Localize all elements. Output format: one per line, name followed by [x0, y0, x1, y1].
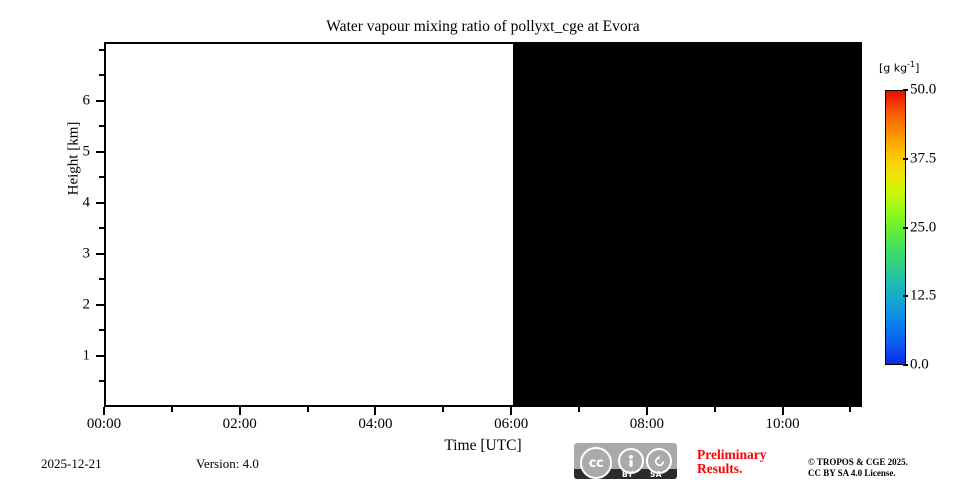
- y-tick-minor-mark: [99, 329, 104, 332]
- cc-sa-label: SA: [650, 470, 662, 479]
- x-tick-label: 10:00: [765, 416, 800, 432]
- copyright-line-2: CC BY SA 4.0 License.: [808, 468, 896, 478]
- colorbar-tick-label: 12.5: [910, 287, 937, 304]
- creative-commons-badge[interactable]: cc BY SA: [574, 443, 677, 479]
- x-tick-minor-mark: [442, 407, 445, 412]
- y-tick-mark: [96, 252, 104, 255]
- y-tick-mark: [96, 201, 104, 204]
- preliminary-line-1: Preliminary: [697, 447, 767, 462]
- x-tick-minor-mark: [713, 407, 716, 412]
- x-tick-mark: [781, 407, 784, 415]
- y-tick-mark: [96, 99, 104, 102]
- colorbar-tick-label: 0.0: [910, 356, 929, 373]
- y-tick-minor-mark: [99, 48, 104, 51]
- no-data-region: [513, 44, 860, 405]
- copyright-line-1: © TROPOS & CGE 2025.: [808, 457, 908, 467]
- y-tick-minor-mark: [99, 278, 104, 281]
- colorbar-tick-mark: [903, 295, 908, 298]
- x-tick-minor-mark: [849, 407, 852, 412]
- colorbar-tick-label: 50.0: [910, 81, 937, 98]
- x-tick-mark: [374, 407, 377, 415]
- colorbar-unit-prefix: [g kg: [879, 61, 908, 75]
- plot-axes: [104, 42, 862, 407]
- x-tick-minor-mark: [170, 407, 173, 412]
- colorbar-unit-exponent: -1: [907, 60, 916, 69]
- page-title: Water vapour mixing ratio of pollyxt_cge…: [326, 18, 640, 35]
- x-tick-mark: [510, 407, 513, 415]
- footer-version: Version: 4.0: [196, 456, 259, 471]
- x-tick-mark: [103, 407, 105, 415]
- y-tick-minor-mark: [99, 227, 104, 230]
- colorbar-tick-mark: [903, 89, 908, 91]
- y-tick-minor-mark: [99, 74, 104, 77]
- y-tick-minor-mark: [99, 176, 104, 179]
- cc-sa-share-alike-icon: [646, 448, 672, 474]
- y-tick-label: 2: [82, 296, 91, 313]
- x-tick-mark: [645, 407, 648, 415]
- x-tick-label: 06:00: [494, 416, 529, 432]
- heatmap-canvas: [106, 44, 860, 405]
- y-tick-label: 5: [82, 143, 91, 160]
- preliminary-line-2: Results.: [697, 461, 743, 476]
- x-tick-label: 00:00: [86, 416, 122, 432]
- x-tick-minor-mark: [306, 407, 309, 412]
- y-tick-minor-mark: [99, 380, 104, 383]
- y-tick-mark: [96, 354, 104, 357]
- y-tick-minor-mark: [99, 125, 104, 128]
- y-tick-label: 3: [82, 245, 91, 262]
- preliminary-results-notice: Preliminary Results.: [697, 448, 797, 476]
- y-tick-mark: [96, 303, 104, 306]
- x-tick-mark: [238, 407, 241, 415]
- colorbar-tick-mark: [903, 226, 908, 229]
- colorbar-tick-mark: [903, 157, 908, 160]
- x-tick-minor-mark: [578, 407, 581, 412]
- x-tick-label: 08:00: [629, 416, 664, 432]
- x-tick-label: 04:00: [358, 416, 393, 432]
- y-tick-mark: [96, 150, 104, 153]
- colorbar-tick-label: 25.0: [910, 219, 937, 235]
- colorbar-unit-label: [g kg-1]: [879, 60, 919, 75]
- cc-badge-strip: [574, 469, 677, 479]
- colorbar-tick-mark: [903, 364, 908, 366]
- x-tick-label: 02:00: [222, 416, 257, 432]
- copyright-notice: © TROPOS & CGE 2025. CC BY SA 4.0 Licens…: [808, 457, 908, 479]
- y-tick-label: 6: [82, 92, 91, 109]
- cc-by-label: BY: [622, 470, 634, 479]
- footer-date: 2025-12-21: [41, 456, 102, 471]
- cc-by-person-icon: [618, 448, 644, 474]
- circular-arrow-icon: [654, 455, 664, 466]
- x-axis-label: Time [UTC]: [444, 437, 522, 454]
- y-tick-label: 1: [82, 347, 91, 364]
- person-icon: [629, 455, 633, 467]
- cc-logo-icon: cc: [580, 447, 612, 479]
- colorbar-unit-suffix: ]: [915, 61, 920, 75]
- colorbar-tick-label: 37.5: [910, 150, 937, 167]
- y-tick-label: 4: [82, 194, 91, 211]
